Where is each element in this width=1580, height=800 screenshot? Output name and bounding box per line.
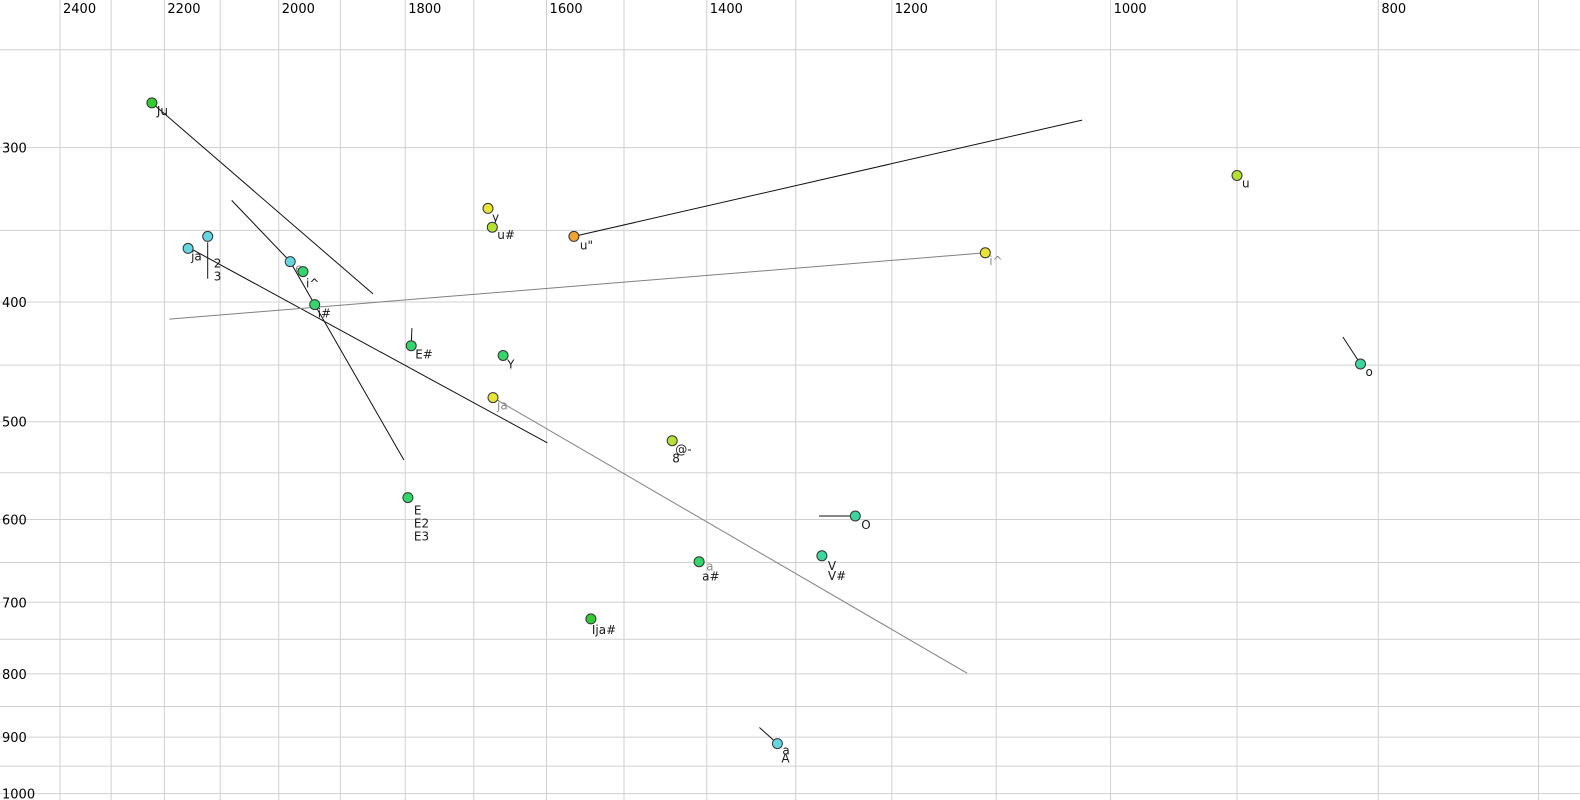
x-axis-tick-label: 2400 — [63, 2, 96, 17]
vowel-label-a-a-hash: a# — [702, 570, 719, 584]
vowel-label-E-E2-E3: E2 — [414, 517, 429, 531]
vowel-label-i-hat: i^ — [306, 277, 319, 291]
trajectory-line — [184, 244, 548, 444]
vowel-point-e — [284, 256, 296, 268]
vowel-label-V-V-hash: V — [828, 559, 837, 573]
vowel-point-i-hat-back — [979, 247, 991, 259]
trajectory-line-gray — [169, 252, 986, 320]
trajectory-line — [573, 119, 1083, 237]
y-axis-tick-label: 400 — [2, 296, 27, 311]
y-axis-tick-label: 500 — [2, 416, 27, 431]
y-axis-tick-label: 700 — [2, 596, 27, 611]
vowel-label-E-E2-E3: E3 — [414, 530, 429, 544]
vowel-label-u-hash: u# — [497, 228, 515, 242]
trajectory-line — [231, 200, 405, 461]
vowel-label-V-V-hash: V# — [828, 569, 846, 583]
vowel-point-u-umlaut — [568, 230, 580, 242]
vowel-label-ja-front: ja — [190, 249, 202, 263]
vowel-label-u-umlaut: u" — [580, 238, 593, 252]
vowel-label-u: u — [1242, 177, 1250, 191]
vowel-point-V-V-hash — [816, 550, 828, 562]
vowel-point-i2-i3 — [202, 230, 214, 242]
trajectory-line-gray — [492, 397, 968, 674]
vowel-point-E-hash — [405, 340, 417, 352]
vowel-point-Ija-hash — [585, 613, 597, 625]
vowel-label-a-A: a — [782, 744, 789, 758]
vowel-point-ja-front — [182, 242, 194, 254]
vowel-label-O: O — [861, 518, 870, 532]
vowel-label-schwa-8: @- — [675, 443, 691, 457]
vowel-label-E-hash: E# — [415, 348, 433, 362]
vowel-label-i-hash: i# — [318, 307, 331, 321]
vowel-label-Ju: Ju — [156, 104, 168, 118]
x-axis-tick-label: 2000 — [282, 2, 315, 17]
vowel-label-a-A: A — [781, 752, 790, 766]
y-axis-tick-label: 900 — [2, 731, 27, 746]
vowel-point-y — [482, 202, 494, 214]
vowel-label-a-a-hash: a — [706, 560, 713, 574]
x-axis-tick-label: 1000 — [1114, 2, 1147, 17]
vowel-point-O — [849, 510, 861, 522]
vowel-point-a-A — [771, 738, 783, 750]
x-axis-tick-label: 2200 — [167, 2, 200, 17]
vowel-point-ja-mid — [487, 392, 499, 404]
y-axis-tick-label: 1000 — [2, 788, 35, 800]
vowel-point-E-E2-E3 — [402, 492, 414, 504]
vowel-point-u-hash — [486, 221, 498, 233]
y-axis-tick-label: 800 — [2, 668, 27, 683]
vowel-point-schwa-8 — [666, 435, 678, 447]
vowel-label-y: y — [492, 210, 499, 224]
x-axis-tick-label: 1800 — [408, 2, 441, 17]
vowel-label-Y: Y — [506, 358, 515, 372]
vowel-point-i-hash — [309, 299, 321, 311]
vowel-label-i2-i3: 3 — [214, 269, 222, 283]
vowel-point-Y — [497, 350, 509, 361]
trajectory-line — [151, 102, 374, 295]
y-axis-tick-label: 600 — [2, 514, 27, 529]
vowel-point-a-a-hash — [693, 556, 705, 568]
vowel-label-i2-i3: 2 — [214, 256, 222, 270]
vowel-point-Ju — [146, 97, 158, 109]
vowel-label-ja-mid: ja — [496, 399, 508, 413]
x-axis-tick-label: 1600 — [550, 2, 583, 17]
vowel-point-u — [1231, 170, 1243, 181]
vowel-point-i-hat — [297, 266, 309, 278]
x-axis-tick-label: 800 — [1381, 2, 1406, 17]
y-axis-tick-label: 300 — [2, 142, 27, 157]
vowel-label-schwa-8: 8 — [672, 452, 680, 466]
vowel-label-o: o — [1366, 365, 1373, 379]
x-axis-tick-label: 1400 — [710, 2, 743, 17]
x-axis-tick-label: 1200 — [895, 2, 928, 17]
vowel-point-o — [1355, 358, 1366, 370]
vowel-label-E-E2-E3: E — [414, 504, 422, 518]
vowel-label-Ija-hash: Ija# — [592, 623, 616, 637]
vowel-label-i-hat-back: i^ — [989, 254, 1002, 268]
